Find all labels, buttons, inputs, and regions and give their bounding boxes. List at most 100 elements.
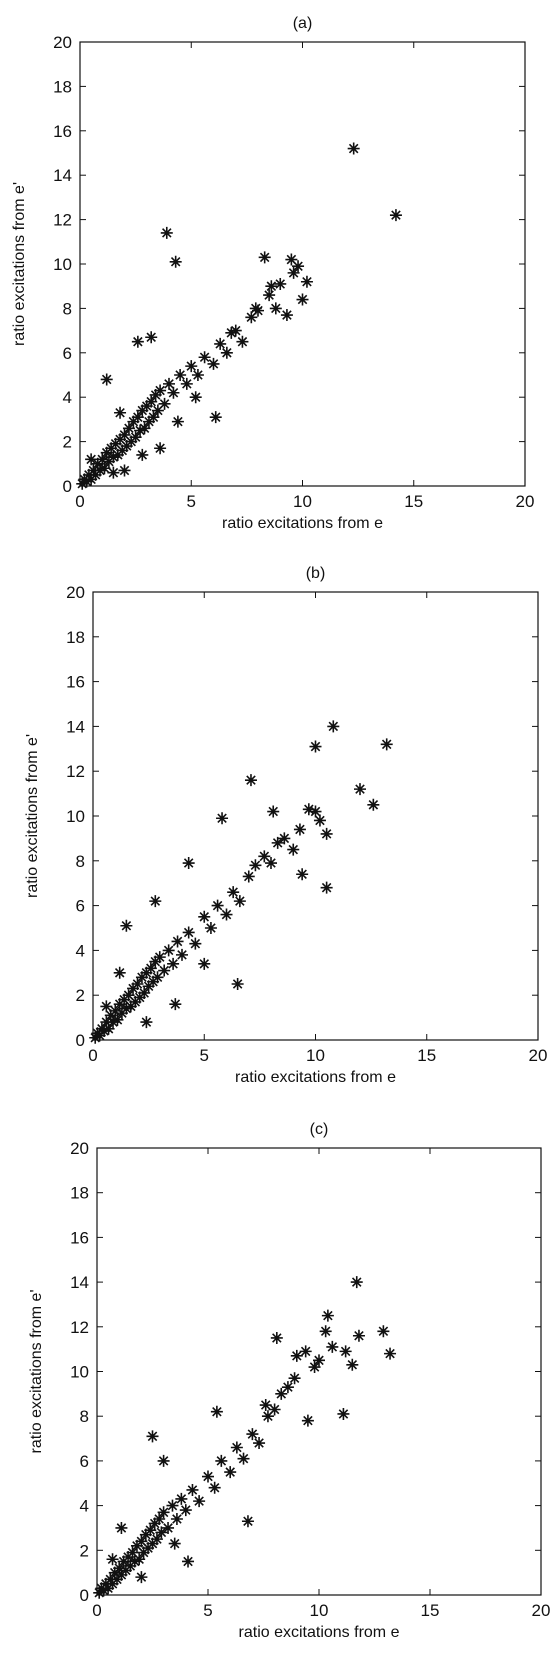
data-point [106,1553,119,1566]
data-point [301,1414,314,1427]
data-point [191,369,204,381]
data-point [268,1403,281,1416]
data-point [131,335,144,348]
data-point [209,411,222,424]
chart-panel-3: (c) 0 5 10 15 20 0 2 4 6 8 10 12 14 16 18 20 ratio excita… [28,1121,550,1641]
data-point [147,975,160,988]
y-tick-label: 0 [76,1031,85,1050]
data-point [204,922,217,934]
data-point [313,814,326,827]
data-point [98,462,111,475]
y-tick-label: 10 [70,1363,89,1382]
data-point [149,955,162,968]
data-point [216,812,229,825]
x-tick-label: 10 [310,1601,329,1620]
data-point [300,275,313,288]
data-point [220,908,233,921]
data-point [128,1555,141,1568]
data-point [292,260,305,273]
chart-panel-1: (a) 0 5 10 15 20 0 2 4 6 8 10 12 14 16 18 20 ratio excita… [11,15,534,532]
x-tick-label: 15 [421,1601,440,1620]
y-tick-label: 2 [63,433,72,452]
data-point [127,415,140,428]
data-point [175,1492,188,1505]
x-axis-label: ratio excitations from e [222,515,383,532]
data-point [114,406,127,419]
data-point [162,1521,175,1534]
data-point [157,1454,170,1467]
data-point [144,1524,157,1537]
data-point [244,774,257,787]
chart-title: (b) [306,565,326,582]
data-point [115,1521,128,1534]
data-point [309,740,322,753]
data-point [98,1025,111,1038]
data-point [96,453,109,466]
y-tick-label: 18 [70,1184,89,1203]
data-point [138,986,151,999]
data-point [280,309,293,322]
data-point [354,783,366,796]
data-point [275,1387,288,1400]
data-point [258,850,271,863]
chart-title: (a) [293,15,313,32]
data-point [148,1517,161,1530]
data-point [154,384,167,397]
data-point [97,1584,110,1597]
y-tick-label: 18 [66,628,85,647]
data-point [158,964,171,977]
data-point [151,971,164,984]
data-point [227,886,240,899]
y-tick-label: 4 [76,941,85,960]
data-point [139,1528,152,1541]
data-point [186,1483,199,1496]
data-point [157,1506,170,1519]
y-tick-label: 16 [70,1228,89,1247]
data-point [296,293,309,306]
data-point [138,422,151,435]
data-point [155,1526,168,1539]
data-point [287,266,300,279]
y-tick-label: 6 [80,1452,89,1471]
data-point [224,1466,237,1479]
data-point [249,859,262,872]
data-point [147,411,160,424]
y-tick-label: 8 [63,299,72,318]
data-point [113,1562,126,1575]
data-point [145,331,158,344]
data-point [270,1331,283,1344]
data-point [198,351,211,364]
y-axis-label: ratio excitations from e' [11,182,28,346]
x-tick-label: 5 [200,1046,209,1065]
data-point [180,377,193,390]
data-point [179,1504,192,1517]
data-point [261,1410,274,1423]
data-point [118,428,131,441]
data-point [114,433,127,446]
y-tick-label: 18 [53,77,72,96]
y-tick-label: 20 [70,1139,89,1158]
data-point [253,1437,266,1450]
data-point [99,1577,112,1590]
y-tick-label: 16 [53,122,72,141]
data-point [274,277,287,290]
data-point [130,1539,143,1552]
data-point [174,369,187,381]
data-point [135,1571,148,1584]
data-point [229,324,242,337]
data-point [131,978,144,990]
data-point [109,1004,122,1017]
data-point [168,1537,181,1550]
data-point [89,468,102,481]
data-point [133,1553,146,1566]
data-point [107,1016,120,1029]
data-point [104,1009,117,1022]
data-point [135,1535,148,1548]
data-point [150,1533,163,1546]
data-point [136,404,149,417]
data-point [87,464,100,477]
data-point [108,1566,121,1579]
data-point [93,1029,106,1042]
data-point [352,1329,365,1342]
data-point [259,1399,272,1412]
